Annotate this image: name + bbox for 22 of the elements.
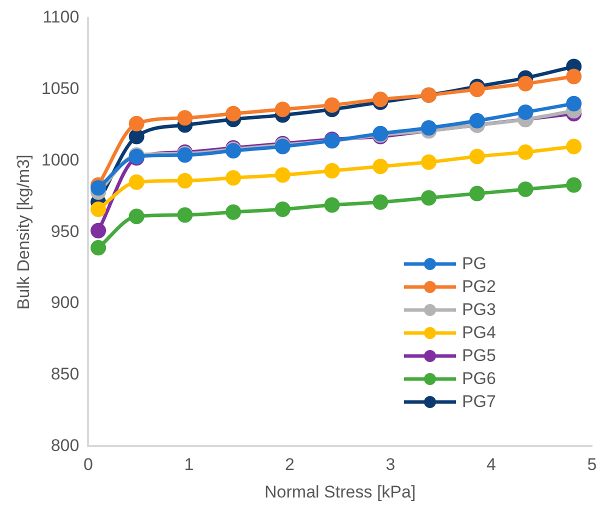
y-tick-label: 800 xyxy=(50,436,80,455)
y-tick-label: 950 xyxy=(50,222,80,241)
x-axis-title: Normal Stress [kPa] xyxy=(264,482,416,502)
legend-label: PG5 xyxy=(462,346,496,366)
legend-label: PG xyxy=(462,254,487,274)
legend-label: PG2 xyxy=(462,276,496,296)
legend-label: PG7 xyxy=(462,392,496,412)
legend-label: PG3 xyxy=(462,300,496,320)
y-axis-title: Bulk Density [kg/m3] xyxy=(14,154,33,310)
x-tick-label: 2 xyxy=(284,455,294,474)
y-tick-label: 1050 xyxy=(41,79,80,98)
x-tick-label: 3 xyxy=(386,455,396,474)
y-tick-label: 1100 xyxy=(42,8,80,27)
y-tick-label: 900 xyxy=(50,293,80,312)
y-tick-label: 850 xyxy=(50,364,80,384)
legend-label: PG6 xyxy=(462,368,496,388)
x-tick-label: 0 xyxy=(83,455,93,474)
x-tick-label: 1 xyxy=(184,455,194,474)
x-tick-label: 4 xyxy=(486,455,496,474)
x-tick-label: 5 xyxy=(587,455,597,474)
legend-label: PG4 xyxy=(462,322,496,342)
y-tick-label: 1000 xyxy=(41,150,80,170)
